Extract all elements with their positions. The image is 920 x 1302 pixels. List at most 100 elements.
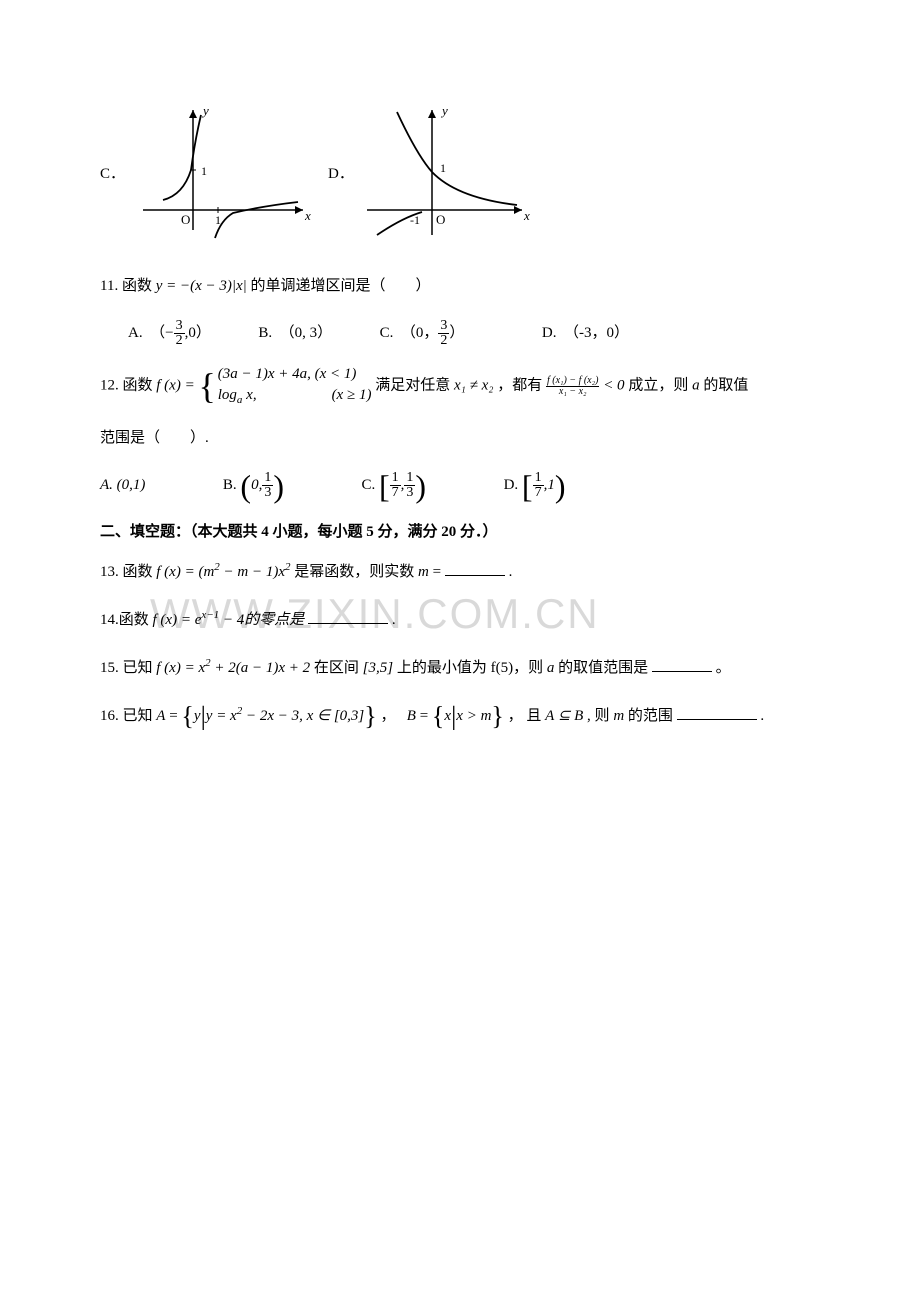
q14-supxm1: x−1 <box>201 609 219 621</box>
q13-suffix: 是幂函数，则实数 <box>294 564 418 580</box>
q14-period: . <box>392 612 396 628</box>
q11-optA-label: A. （ <box>128 325 165 341</box>
svg-text:O: O <box>436 212 445 227</box>
svg-text:x: x <box>523 208 530 223</box>
q11-options: A. （−32,0） B. （0, 3） C. （0，32） D. （-3，0） <box>128 317 820 350</box>
q15-period: 。 <box>716 660 731 676</box>
q12-mid4: 的取值 <box>703 378 748 394</box>
q12-optA: A. (0,1) <box>100 477 145 493</box>
q16-A: A <box>156 708 165 724</box>
q15-interval: [3,5] <box>363 660 393 676</box>
section-2-header: 二、填空题：（本大题共 4 小题，每小题 5 分，满分 20 分．） <box>100 520 820 541</box>
q16-eq2: = <box>420 708 432 724</box>
question-16: 16. 已知 A = {y|y = x2 − 2x − 3, x ∈ [0,3]… <box>100 699 820 733</box>
q12-frac-den: x₁ − x₂ <box>546 387 599 397</box>
q12-optC-num2: 1 <box>404 471 415 486</box>
q16-period: . <box>760 708 764 724</box>
q12-case2a: log <box>218 387 237 403</box>
q11-optA-neg: − <box>165 325 173 341</box>
q12-optB-den: 3 <box>262 486 273 500</box>
q12-funcname: f (x) = <box>156 378 198 394</box>
question-12-line2: 范围是（ ）. <box>100 422 820 455</box>
q12-case2b: x, (x ≥ 1) <box>242 387 371 403</box>
q13-func-b: − m − 1)x <box>220 564 285 580</box>
q12-optC-l: C. <box>361 477 379 493</box>
q13-sup2b: 2 <box>285 561 291 573</box>
svg-text:y: y <box>440 103 448 118</box>
q11-optA-after: ,0） <box>185 325 211 341</box>
graph-c: y x O 1 1 <box>133 100 313 245</box>
q16-AsubB: A ⊆ B <box>545 708 583 724</box>
question-12: 12. 函数 f (x) = { (3a − 1)x + 4a, (x < 1)… <box>100 364 820 408</box>
q11-prefix: 11. 函数 <box>100 278 156 294</box>
q12-optC-den1: 7 <box>390 486 401 500</box>
q12-optB-l: B. <box>223 477 241 493</box>
q12-optD-l: D. <box>504 477 522 493</box>
q12-lt0: < 0 <box>603 378 628 394</box>
q13-m: m <box>418 564 429 580</box>
question-11: 11. 函数 y = −(x − 3)|x| 的单调递增区间是（ ） <box>100 270 820 303</box>
q11-optC-num: 3 <box>438 319 449 334</box>
q13-eq: = <box>433 564 445 580</box>
q12-optC-num1: 1 <box>390 471 401 486</box>
q12-optD-num: 1 <box>533 471 544 486</box>
q16-prefix: 16. 已知 <box>100 708 156 724</box>
question-13: 13. 函数 f (x) = (m2 − m − 1)x2 是幂函数，则实数 m… <box>100 555 820 589</box>
q16-comma2: ， 且 <box>508 708 546 724</box>
q15-mid1: 在区间 <box>314 660 359 676</box>
q12-optB-open: 0, <box>251 469 262 502</box>
svg-text:1: 1 <box>215 213 221 227</box>
q12-mid3: 成立，则 <box>628 378 692 394</box>
q12-options: A. (0,1) B. (0,13) C. [17,13) D. [17,1) <box>100 469 820 502</box>
option-c-label: C． <box>100 162 125 183</box>
q16-setA-a: y <box>194 708 201 724</box>
q12-optC-den2: 3 <box>404 486 415 500</box>
q16-comma3: , 则 <box>587 708 613 724</box>
q15-func-b: + 2(a − 1)x + 2 <box>211 660 311 676</box>
q16-suffix: 的范围 <box>628 708 673 724</box>
q11-optC-after: ） <box>449 325 464 341</box>
graph-options-row: C． y x O 1 1 <box>100 100 820 245</box>
q14-func-b: − 4的零点是 <box>219 612 304 628</box>
svg-text:x: x <box>304 208 311 223</box>
q16-setA-b: y = x <box>206 708 237 724</box>
q14-prefix: 14.函数 <box>100 612 149 628</box>
q16-m: m <box>613 708 624 724</box>
svg-text:-1: -1 <box>410 213 420 227</box>
q15-mid2: 上的最小值为 f(5)，则 <box>397 660 547 676</box>
q16-setA-c: − 2x − 3, x ∈ [0,3] <box>242 708 364 724</box>
svg-text:y: y <box>201 103 209 118</box>
q14-blank[interactable] <box>308 608 388 624</box>
q12-optD-after: ,1 <box>544 469 555 502</box>
q11-optA-num: 3 <box>174 319 185 334</box>
brace-icon: { <box>198 368 215 404</box>
q16-B: B <box>407 708 416 724</box>
q13-blank[interactable] <box>445 560 505 576</box>
q15-prefix: 15. 已知 <box>100 660 156 676</box>
q15-mid3: 的取值范围是 <box>558 660 648 676</box>
q16-blank[interactable] <box>677 704 757 720</box>
q15-func-a: f (x) = x <box>156 660 205 676</box>
svg-text:1: 1 <box>201 164 207 178</box>
q11-optD: D. （-3，0） <box>542 325 629 341</box>
graph-d: y x O 1 -1 <box>362 100 532 245</box>
question-15: 15. 已知 f (x) = x2 + 2(a − 1)x + 2 在区间 [3… <box>100 651 820 685</box>
q16-eq1: = <box>169 708 181 724</box>
q12-optB-num: 1 <box>262 471 273 486</box>
q15-a: a <box>547 660 555 676</box>
q14-func-a: f (x) = e <box>153 612 202 628</box>
q12-prefix: 12. 函数 <box>100 378 156 394</box>
q12-mid2: ，都有 <box>497 378 546 394</box>
q11-optC-label: C. （0， <box>380 325 439 341</box>
q11-optA-den: 2 <box>174 334 185 348</box>
q12-optD-den: 7 <box>533 486 544 500</box>
q11-func: y = −(x − 3)|x| <box>156 278 247 294</box>
q16-comma1: ， <box>381 708 404 724</box>
q12-case1: (3a − 1)x + 4a, (x < 1) <box>218 366 357 382</box>
q16-setB-b: x > m <box>456 708 491 724</box>
q11-suffix: 的单调递增区间是（ ） <box>251 278 431 294</box>
q12-a: a <box>692 378 700 394</box>
option-d-label: D． <box>328 162 354 183</box>
q13-period: . <box>509 564 513 580</box>
q15-blank[interactable] <box>652 656 712 672</box>
